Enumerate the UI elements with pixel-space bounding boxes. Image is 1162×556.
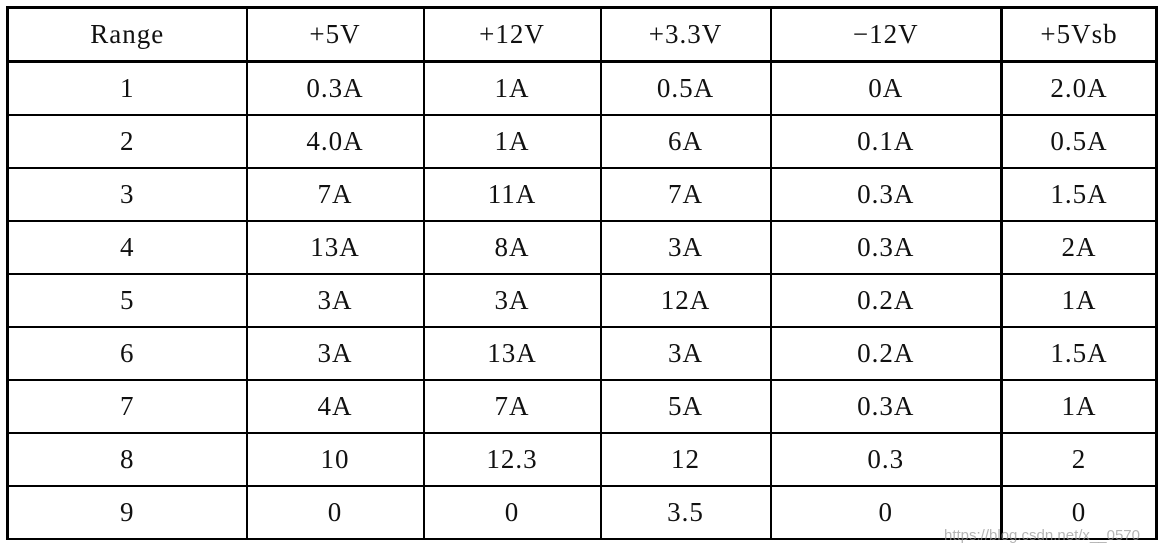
header-cell: −12V [769, 6, 1003, 63]
cell: 3A [599, 326, 772, 381]
header-cell: +5V [245, 6, 425, 63]
cell: 10 [245, 432, 425, 487]
cell: 0 [769, 485, 1003, 540]
cell: 0 [1000, 485, 1158, 540]
cell: 2.0A [1000, 60, 1158, 116]
cell: 6A [599, 114, 772, 169]
table-row: 8 10 12.3 12 0.3 2 [6, 432, 1158, 487]
cell: 3A [599, 220, 772, 275]
cell: 0.3A [769, 379, 1003, 434]
cell: 7 [6, 379, 248, 434]
cell: 3A [422, 273, 602, 328]
header-cell: +12V [422, 6, 602, 63]
cell: 0.3A [245, 60, 425, 116]
cell: 1.5A [1000, 326, 1158, 381]
cell: 3.5 [599, 485, 772, 540]
cell: 0.5A [1000, 114, 1158, 169]
cell: 0.3A [769, 220, 1003, 275]
table-row: 6 3A 13A 3A 0.2A 1.5A [6, 326, 1158, 381]
cell: 3A [245, 273, 425, 328]
cell: 4.0A [245, 114, 425, 169]
cell: 1A [1000, 273, 1158, 328]
cell: 1A [1000, 379, 1158, 434]
cell: 5 [6, 273, 248, 328]
table-row: 1 0.3A 1A 0.5A 0A 2.0A [6, 60, 1158, 116]
table-row: 2 4.0A 1A 6A 0.1A 0.5A [6, 114, 1158, 169]
watermark: https://blog.csdn.net/x__0570 [944, 527, 1140, 544]
cell: 0.1A [769, 114, 1003, 169]
cell: 2 [6, 114, 248, 169]
cell: 0.2A [769, 326, 1003, 381]
cell: 5A [599, 379, 772, 434]
cell: 7A [599, 167, 772, 222]
cell: 2 [1000, 432, 1158, 487]
data-table: Range +5V +12V +3.3V −12V +5Vsb 1 0.3A 1A 0.5A 0A 2… [6, 6, 1158, 540]
cell: 0.3 [769, 432, 1003, 487]
table-body: Range +5V +12V +3.3V −12V +5Vsb 1 0.3A 1A 0.5A 0A 2… [6, 6, 1158, 540]
header-row: Range +5V +12V +3.3V −12V +5Vsb [6, 6, 1158, 63]
cell: 1A [422, 114, 602, 169]
cell: 4 [6, 220, 248, 275]
cell: 1.5A [1000, 167, 1158, 222]
cell: 0 [245, 485, 425, 540]
cell: 6 [6, 326, 248, 381]
cell: 0.2A [769, 273, 1003, 328]
cell: 13A [422, 326, 602, 381]
cell: 3A [245, 326, 425, 381]
table-row: 5 3A 3A 12A 0.2A 1A [6, 273, 1158, 328]
table-row: 7 4A 7A 5A 0.3A 1A [6, 379, 1158, 434]
cell: 9 [6, 485, 248, 540]
cell: 13A [245, 220, 425, 275]
header-cell: +3.3V [599, 6, 772, 63]
cell: 2A [1000, 220, 1158, 275]
cell: 8A [422, 220, 602, 275]
cell: 12 [599, 432, 772, 487]
cell: 3 [6, 167, 248, 222]
cell: 1A [422, 60, 602, 116]
cell: 7A [245, 167, 425, 222]
cell: 7A [422, 379, 602, 434]
cell: 1 [6, 60, 248, 116]
table-row: 9 0 0 3.5 0 0 [6, 485, 1158, 540]
cell: 4A [245, 379, 425, 434]
cell: 0.3A [769, 167, 1003, 222]
header-cell: +5Vsb [1000, 6, 1158, 63]
cell: 12.3 [422, 432, 602, 487]
table-row: 3 7A 11A 7A 0.3A 1.5A [6, 167, 1158, 222]
cell: 0A [769, 60, 1003, 116]
cell: 8 [6, 432, 248, 487]
table-row: 4 13A 8A 3A 0.3A 2A [6, 220, 1158, 275]
cell: 11A [422, 167, 602, 222]
header-cell: Range [6, 6, 248, 63]
cell: 0.5A [599, 60, 772, 116]
cell: 12A [599, 273, 772, 328]
cell: 0 [422, 485, 602, 540]
